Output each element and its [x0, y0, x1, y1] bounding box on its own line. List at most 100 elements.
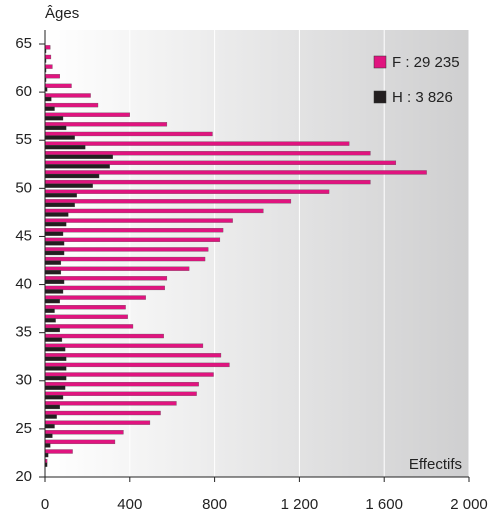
- bar: [44, 256, 206, 262]
- bar: [44, 337, 63, 342]
- bar: [44, 385, 66, 390]
- bar: [44, 260, 62, 265]
- bar: [44, 289, 64, 294]
- bar: [44, 250, 65, 256]
- bar: [44, 208, 264, 214]
- bar: [44, 189, 330, 194]
- bar: [44, 324, 134, 329]
- bar: [44, 96, 52, 102]
- bar: [44, 366, 67, 371]
- bar: [44, 154, 113, 159]
- bar: [44, 443, 51, 448]
- bar: [44, 45, 51, 50]
- y-tick-label: 35: [15, 324, 32, 341]
- bar: [44, 266, 190, 271]
- bar: [44, 276, 168, 281]
- y-tick-label: 65: [15, 35, 32, 52]
- bar: [44, 74, 60, 79]
- bar: [44, 298, 60, 304]
- bar: [44, 199, 292, 204]
- y-tick-label: 50: [15, 179, 32, 196]
- bar: [44, 391, 197, 396]
- bar: [44, 333, 164, 339]
- bar: [44, 314, 128, 319]
- bar: [44, 228, 224, 233]
- y-tick-label: 20: [15, 468, 32, 485]
- bar: [44, 414, 57, 419]
- y-tick-label: 25: [15, 420, 32, 437]
- bar: [44, 102, 99, 108]
- bar: [44, 141, 350, 146]
- bar: [44, 327, 60, 333]
- bar: [44, 202, 75, 208]
- y-tick-label: 45: [15, 227, 32, 244]
- bar: [44, 356, 67, 361]
- legend-label: H : 3 826: [392, 89, 453, 106]
- bar: [44, 424, 55, 429]
- bar: [44, 106, 55, 111]
- y-tick-label: 40: [15, 276, 32, 293]
- bar: [44, 439, 116, 445]
- bar: [44, 170, 427, 175]
- bar: [44, 308, 55, 313]
- bar: [44, 404, 60, 410]
- bar: [44, 410, 161, 416]
- bar: [44, 279, 65, 285]
- bar: [44, 151, 371, 156]
- bar: [44, 131, 213, 137]
- x-tick-label: 2 000: [450, 496, 488, 513]
- bar: [44, 270, 62, 275]
- bar: [44, 449, 73, 454]
- bar: [44, 122, 168, 127]
- y-tick-label: 60: [15, 83, 32, 100]
- legend-swatch: [373, 55, 387, 69]
- y-axis-label: Âges: [45, 5, 79, 22]
- bar: [44, 125, 67, 131]
- bar: [44, 54, 52, 60]
- bar: [44, 401, 177, 406]
- bar: [44, 362, 230, 368]
- x-tick-label: 1 200: [281, 496, 319, 513]
- bar: [44, 318, 56, 323]
- legend-swatch: [373, 90, 387, 104]
- bar: [44, 295, 146, 300]
- bar: [44, 112, 130, 117]
- bar: [44, 372, 214, 377]
- bar: [44, 247, 209, 252]
- x-tick-label: 1 600: [365, 496, 403, 513]
- y-tick-label: 55: [15, 131, 32, 148]
- x-axis-label: Effectifs: [409, 456, 462, 473]
- bar: [44, 179, 371, 185]
- bar: [44, 343, 204, 348]
- bar: [44, 353, 222, 358]
- x-tick-label: 800: [202, 496, 227, 513]
- bar: [44, 430, 124, 435]
- bar: [44, 285, 165, 291]
- bar: [44, 347, 66, 352]
- bar: [44, 183, 93, 188]
- bar: [44, 160, 397, 165]
- bar: [44, 212, 69, 217]
- bar: [44, 135, 75, 140]
- x-tick-label: 0: [41, 496, 49, 513]
- bar: [44, 218, 233, 223]
- bar: [44, 231, 64, 236]
- bar: [44, 145, 86, 150]
- bar: [44, 173, 100, 179]
- bar: [44, 420, 151, 425]
- bar: [44, 164, 110, 169]
- bar: [44, 375, 67, 381]
- bar: [44, 395, 64, 400]
- bar: [44, 193, 77, 198]
- bar: [44, 221, 67, 227]
- bar: [44, 241, 65, 246]
- bar: [44, 433, 53, 438]
- x-tick-label: 400: [117, 496, 142, 513]
- bar: [44, 83, 72, 89]
- legend-label: F : 29 235: [392, 54, 460, 71]
- bar: [44, 305, 126, 310]
- bar: [44, 116, 64, 121]
- bar: [44, 381, 199, 387]
- y-tick-label: 30: [15, 372, 32, 389]
